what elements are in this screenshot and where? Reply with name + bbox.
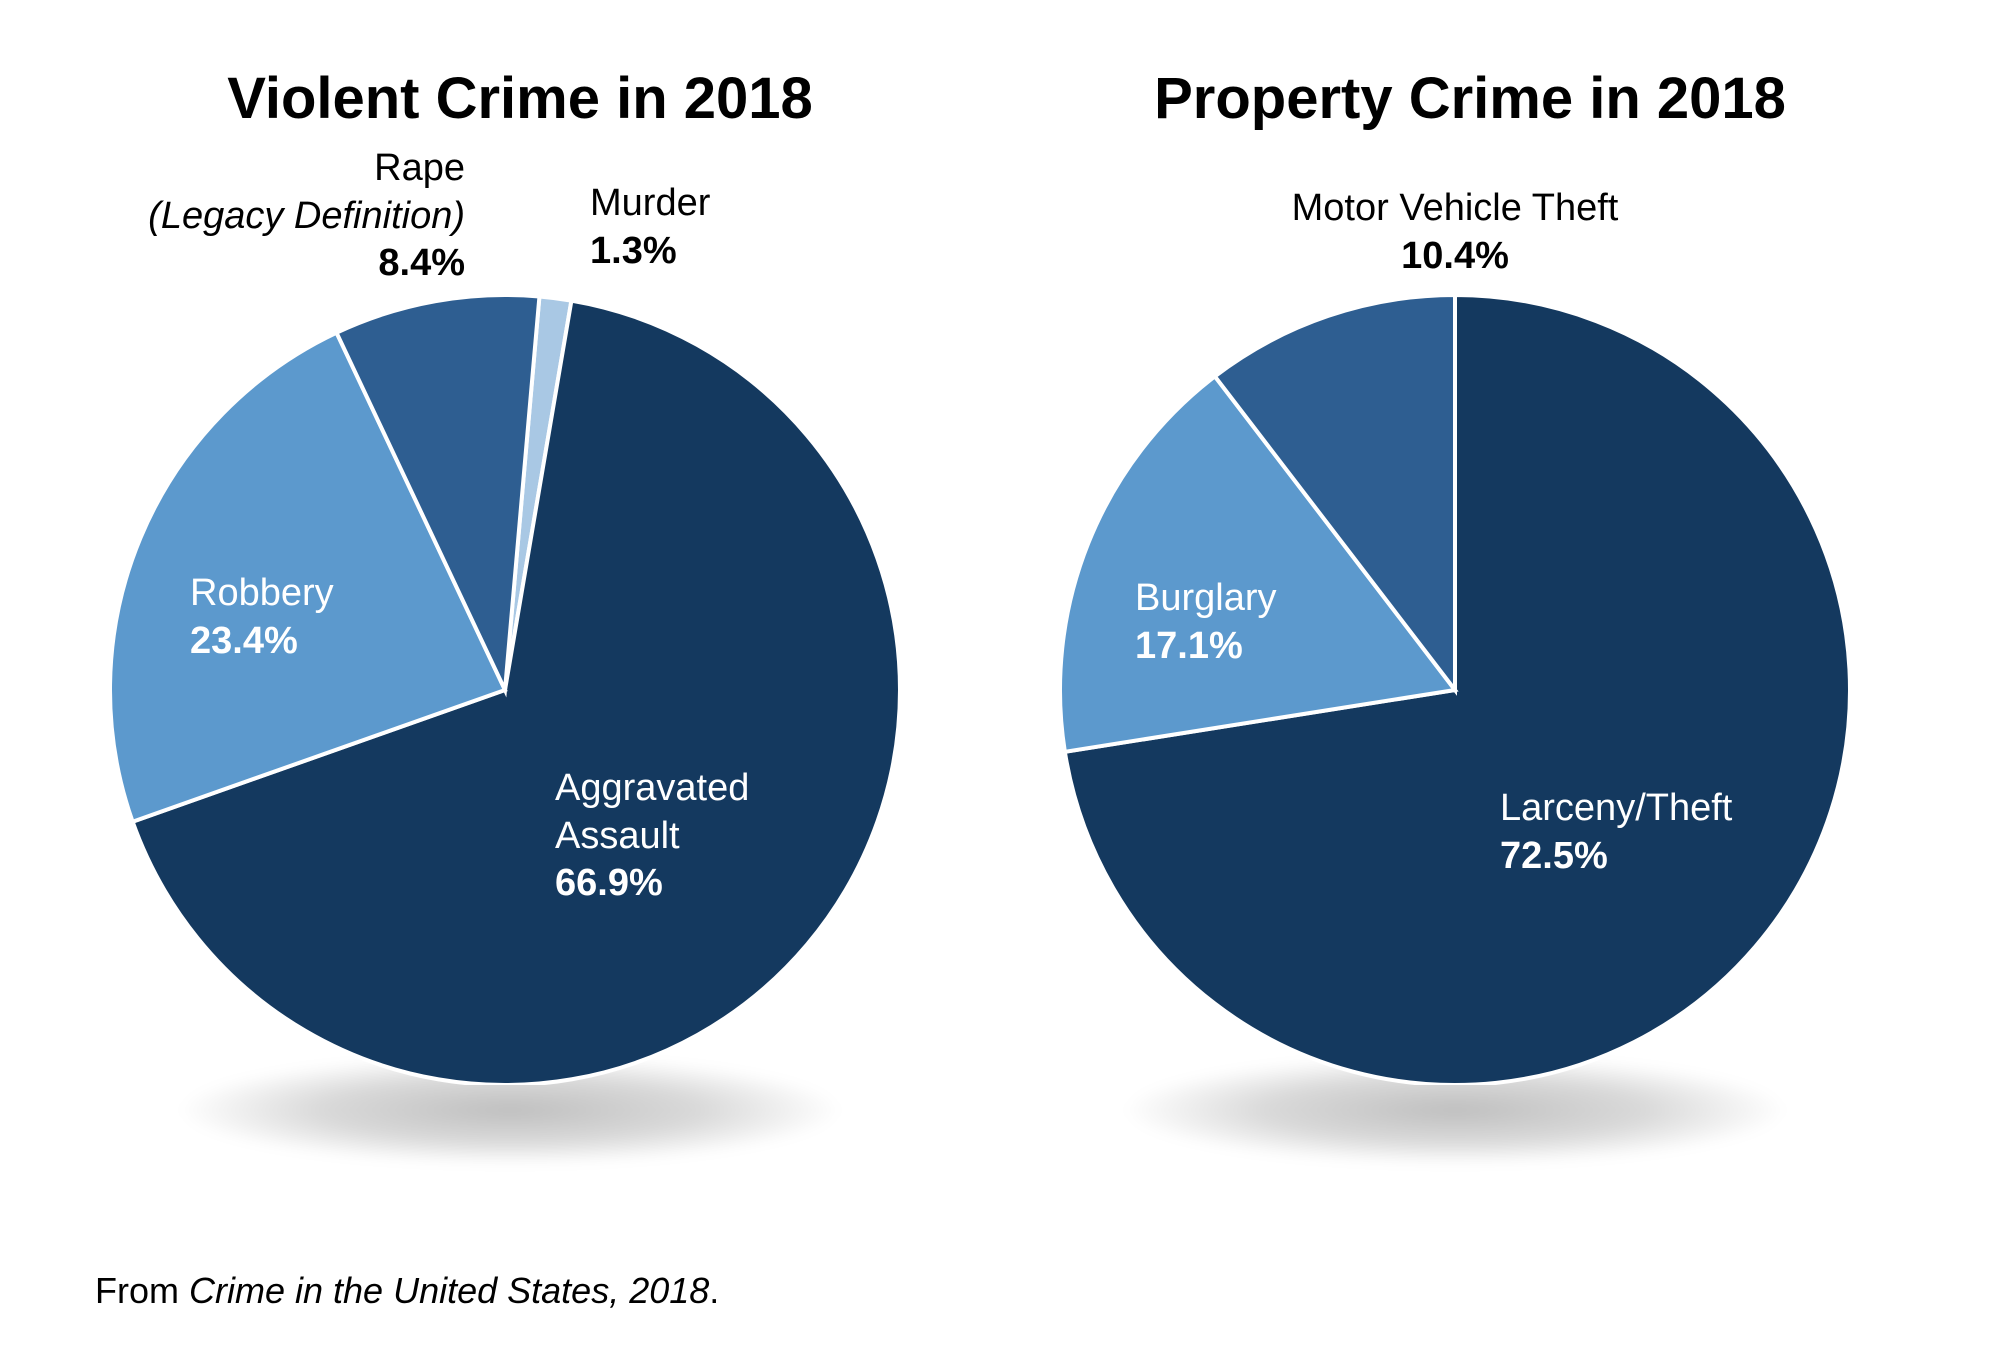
chart-title-property: Property Crime in 2018 [1154,65,1786,132]
slice-label: Larceny/Theft72.5% [1500,785,1732,880]
slice-label: Rape(Legacy Definition)8.4% [148,145,465,288]
pie-chart-property [1060,295,1850,1085]
chart-title-violent: Violent Crime in 2018 [227,65,813,132]
pie-svg-property [1060,295,1850,1085]
slice-label: Motor Vehicle Theft10.4% [1292,185,1619,280]
source-title: Crime in the United States, 2018 [189,1270,709,1311]
pie-chart-violent [110,295,900,1085]
slice-label: Murder1.3% [590,180,710,275]
slice-label: Robbery23.4% [190,570,334,665]
source-suffix: . [709,1270,719,1311]
chart-canvas: Violent Crime in 2018 Property Crime in … [0,0,2000,1368]
source-citation: From Crime in the United States, 2018. [95,1270,719,1312]
slice-label: AggravatedAssault66.9% [555,765,749,908]
pie-svg-violent [110,295,900,1085]
slice-label: Burglary17.1% [1135,575,1277,670]
source-prefix: From [95,1270,189,1311]
